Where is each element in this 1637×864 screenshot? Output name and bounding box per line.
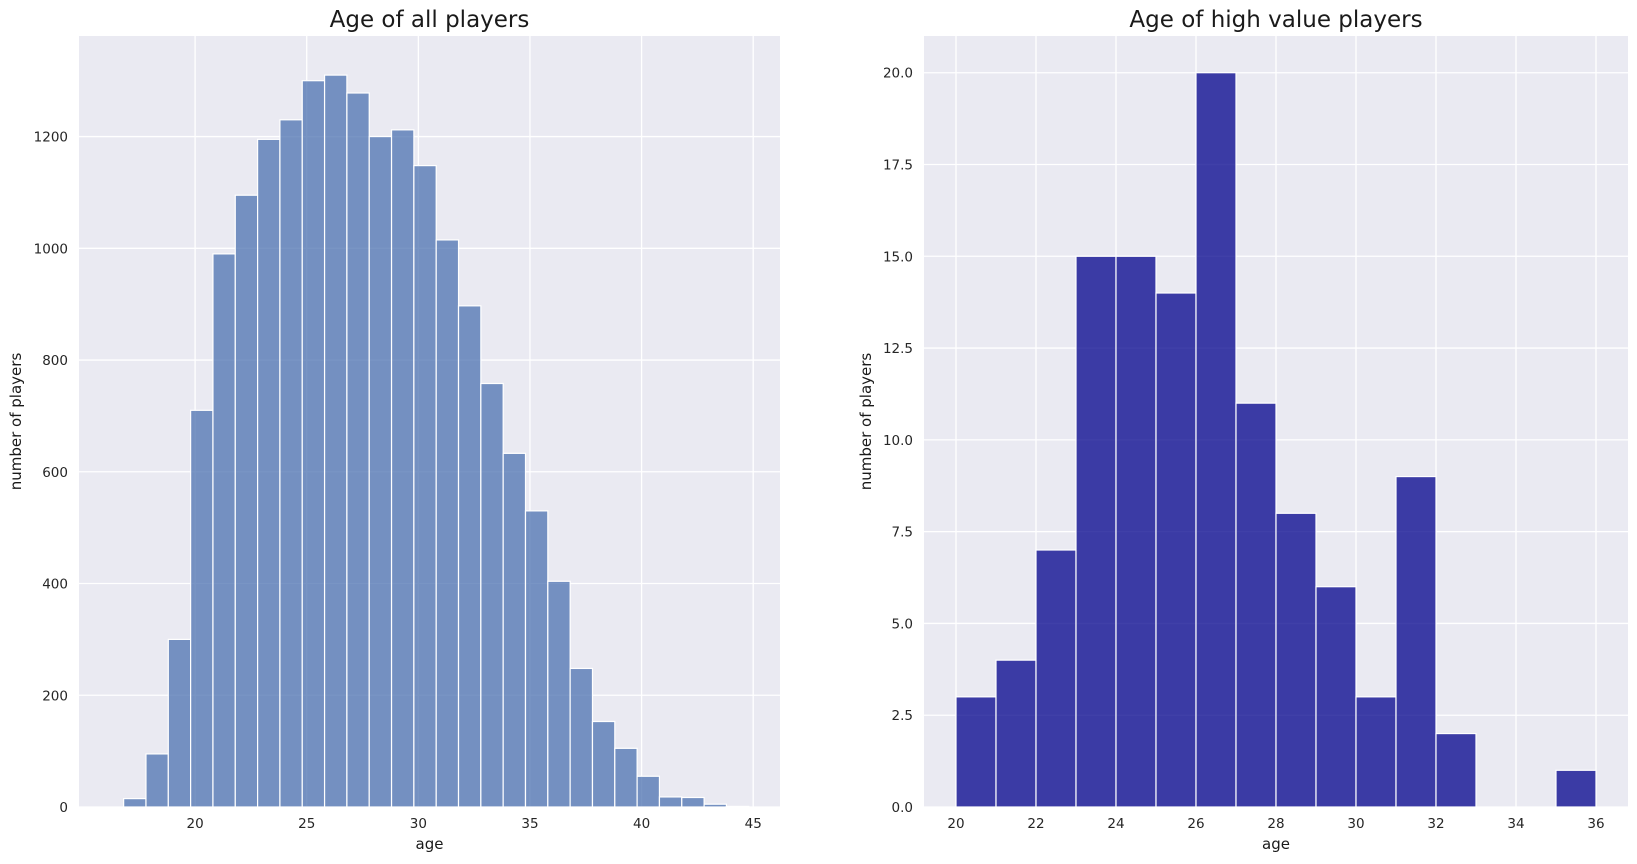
histogram-bar (1396, 477, 1436, 807)
y-tick-label: 17.5 (883, 158, 913, 174)
histogram-bar (637, 776, 659, 807)
histogram-bar (436, 240, 458, 807)
histogram-bar (414, 166, 436, 807)
y-tick-label: 15.0 (883, 249, 913, 265)
histogram-bar (1116, 256, 1156, 807)
histogram-bar (1556, 770, 1596, 807)
y-tick-label: 600 (42, 465, 68, 481)
y-tick-label: 10.0 (883, 433, 913, 449)
histogram-bar (1156, 293, 1196, 807)
y-tick-label: 0 (59, 800, 68, 816)
y-axis-label: number of players (857, 353, 875, 491)
histogram-bar (124, 799, 146, 807)
x-tick-label: 30 (1347, 816, 1364, 832)
chart-2: 20 22 24 26 28 30 32 34 36 0.0 2.5 5.0 7.5 10.0 12.5 15… (857, 7, 1628, 853)
histogram-bar (325, 75, 347, 807)
histogram-bar (726, 806, 748, 807)
histogram-bar (1236, 403, 1276, 807)
x-tick-label: 35 (521, 816, 538, 832)
histogram-bar (1316, 587, 1356, 807)
x-tick-label: 22 (1027, 816, 1044, 832)
chart-title: Age of all players (330, 7, 530, 33)
y-tick-label: 1000 (34, 241, 68, 257)
x-tick-label: 20 (947, 816, 964, 832)
histogram-bar (146, 754, 168, 807)
histogram-bar (996, 660, 1036, 807)
y-tick-label: 400 (42, 577, 68, 593)
histogram-bar (548, 581, 570, 807)
histogram-bar (1276, 513, 1316, 807)
chart-1: 20 25 30 35 40 45 0 200 400 600 800 1000 1200 Age of … (7, 7, 780, 853)
x-axis-label: age (1262, 835, 1290, 853)
x-tick-label: 20 (186, 816, 203, 832)
histogram-bar (525, 511, 547, 807)
histogram-bar (168, 639, 190, 807)
histogram-bar (302, 81, 324, 807)
histogram-bar (570, 668, 592, 807)
x-tick-label: 25 (298, 816, 315, 832)
x-tick-label: 30 (410, 816, 427, 832)
x-tick-label: 45 (745, 816, 762, 832)
x-tick-label: 36 (1587, 816, 1604, 832)
histogram-bar (503, 453, 525, 807)
histogram-bar (956, 697, 996, 807)
histogram-bar (258, 139, 280, 807)
histogram-bar (280, 120, 302, 807)
histogram-bar (1036, 550, 1076, 807)
y-tick-label: 12.5 (883, 341, 913, 357)
histogram-bar (704, 804, 726, 807)
x-tick-label: 26 (1187, 816, 1204, 832)
y-tick-label: 1200 (34, 130, 68, 146)
histogram-bar (1356, 697, 1396, 807)
chart-title: Age of high value players (1129, 7, 1422, 33)
histogram-bar (1196, 73, 1236, 807)
histogram-bar (1436, 734, 1476, 807)
histogram-bar (481, 384, 503, 807)
histogram-bar (392, 130, 414, 807)
histogram-bar (235, 195, 257, 807)
histogram-bar (459, 306, 481, 807)
histogram-bar (347, 93, 369, 807)
x-tick-label: 32 (1427, 816, 1444, 832)
histogram-bar (191, 410, 213, 807)
histogram-bar (592, 722, 614, 807)
histogram-bar (615, 748, 637, 807)
y-tick-label: 7.5 (892, 525, 913, 541)
x-tick-label: 34 (1507, 816, 1524, 832)
x-tick-label: 28 (1267, 816, 1284, 832)
y-tick-label: 5.0 (892, 616, 913, 632)
histogram-bar (682, 798, 704, 807)
histogram-bar (1076, 256, 1116, 807)
y-tick-label: 0.0 (892, 800, 913, 816)
y-tick-label: 2.5 (892, 708, 913, 724)
histogram-bar (213, 254, 235, 807)
y-tick-label: 20.0 (883, 66, 913, 82)
x-tick-label: 24 (1107, 816, 1124, 832)
y-tick-label: 800 (42, 353, 68, 369)
x-axis-label: age (416, 835, 444, 853)
y-axis-label: number of players (7, 353, 25, 491)
histogram-bar (369, 137, 391, 807)
x-tick-label: 40 (633, 816, 650, 832)
y-tick-label: 200 (42, 688, 68, 704)
histogram-bar (659, 797, 681, 807)
